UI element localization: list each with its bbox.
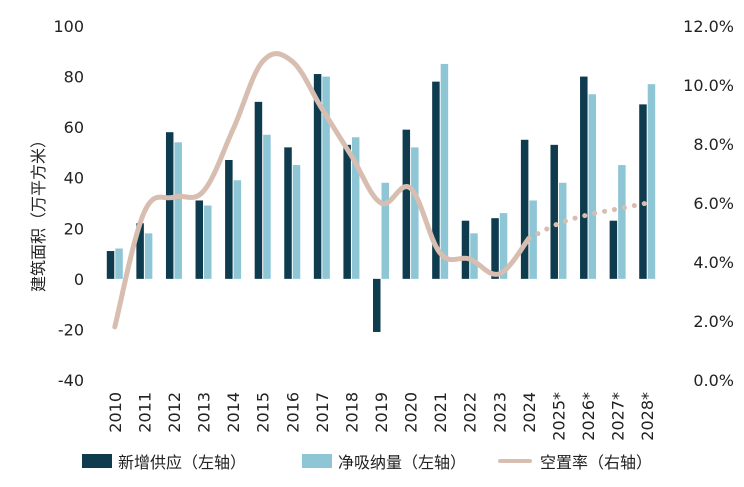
bar-absorption [588,94,597,279]
bar-absorption [115,248,123,279]
x-tick-label: 2027* [609,392,628,440]
x-tick-label: 2022 [461,392,480,433]
bar-absorption [647,84,656,279]
bar-absorption [470,233,478,279]
bar-absorption [618,165,626,279]
bar-supply [402,129,411,279]
x-tick-label: 2026* [579,392,598,440]
vacancy-forecast-line [526,200,650,241]
bar-supply [461,220,470,279]
bar-absorption [499,213,508,279]
bar-absorption [204,205,212,279]
x-tick-label: 2023 [490,392,509,433]
x-tick-label: 2017 [313,392,332,433]
bar-supply [165,132,174,279]
x-tick-label: 2028* [638,392,657,440]
bar-supply [284,147,292,279]
right-tick-label: 0.0% [693,371,734,390]
right-tick-label: 2.0% [693,312,734,331]
bar-supply [343,144,351,279]
legend-swatch-supply [82,454,112,468]
bar-supply [195,200,204,279]
bar-absorption [144,233,153,279]
bar-supply [373,278,381,332]
right-tick-label: 6.0% [693,194,734,213]
bar-supply [639,104,647,279]
bar-supply [432,81,440,279]
left-tick-label: -20 [58,320,84,339]
bar-absorption [174,142,182,279]
combo-chart: -40 -20 0 20 40 60 80 100 0.0% 2.0% 4.0% 6.0% 8.0% 1… [29,17,734,440]
legend-label-absorption: 净吸纳量（左轴） [338,453,467,472]
x-tick-label: 2021 [431,392,450,433]
legend-item-supply: 新增供应（左轴） [82,448,246,474]
bar-supply [580,76,588,279]
right-axis-ticks: 0.0% 2.0% 4.0% 6.0% 8.0% 10.0% 12.0% [683,17,734,390]
bar-supply [225,160,233,279]
x-tick-label: 2010 [106,392,125,433]
x-tick-label: 2025* [549,392,568,440]
bar-absorption [292,165,301,279]
bar-supply [106,251,115,279]
legend-item-absorption: 净吸纳量（左轴） [302,448,466,474]
x-tick-label: 2016 [283,392,302,433]
bar-supply [254,101,263,279]
bar-absorption [381,182,389,279]
x-tick-label: 2015 [254,392,273,433]
bar-supply [313,74,322,279]
right-tick-label: 8.0% [693,135,734,154]
bar-supply [491,218,499,279]
bar-absorption [351,137,360,279]
right-tick-label: 10.0% [683,76,734,95]
x-tick-label: 2013 [195,392,214,433]
legend: 新增供应（左轴） 净吸纳量（左轴） 空置率（右轴） [0,448,744,474]
right-tick-label: 4.0% [693,253,734,272]
x-tick-label: 2014 [224,392,243,433]
bar-absorption [558,182,567,279]
bar-absorption [529,200,537,279]
left-tick-label: 60 [64,118,84,137]
vacancy-line [112,51,532,330]
left-tick-label: 80 [64,68,84,87]
bar-supply [136,223,144,279]
x-tick-label: 2011 [135,392,154,433]
legend-label-supply: 新增供应（左轴） [118,453,247,472]
line-marks [112,51,650,330]
left-tick-label: 100 [53,17,84,36]
left-tick-label: 20 [64,219,84,238]
x-tick-label: 2024 [520,392,539,433]
bar-supply [609,220,618,279]
x-tick-label: 2020 [402,392,421,433]
x-tick-label: 2012 [165,392,184,433]
bar-supply [520,139,529,279]
left-tick-label: -40 [58,371,84,390]
left-axis-ticks: -40 -20 0 20 40 60 80 100 [53,17,84,390]
legend-swatch-absorption [302,454,332,468]
bar-absorption [233,180,242,279]
legend-line-vacancy [498,459,532,463]
x-tick-label: 2019 [372,392,391,433]
bar-absorption [411,147,419,279]
bar-supply [550,144,558,279]
legend-label-vacancy: 空置率（右轴） [540,453,653,472]
y-axis-label: 建筑面积（万平方米） [29,132,48,292]
bar-marks [106,63,656,332]
left-tick-label: 0 [74,270,84,289]
bar-absorption [440,63,449,279]
x-tick-label: 2018 [342,392,361,433]
legend-item-vacancy: 空置率（右轴） [498,448,652,474]
bar-absorption [263,134,271,279]
left-tick-label: 40 [64,169,84,188]
right-tick-label: 12.0% [683,17,734,36]
x-axis-ticks: 2010 2011 2012 2013 2014 2015 2016 2017 2018 2019… [106,392,657,440]
bar-absorption [322,76,330,279]
